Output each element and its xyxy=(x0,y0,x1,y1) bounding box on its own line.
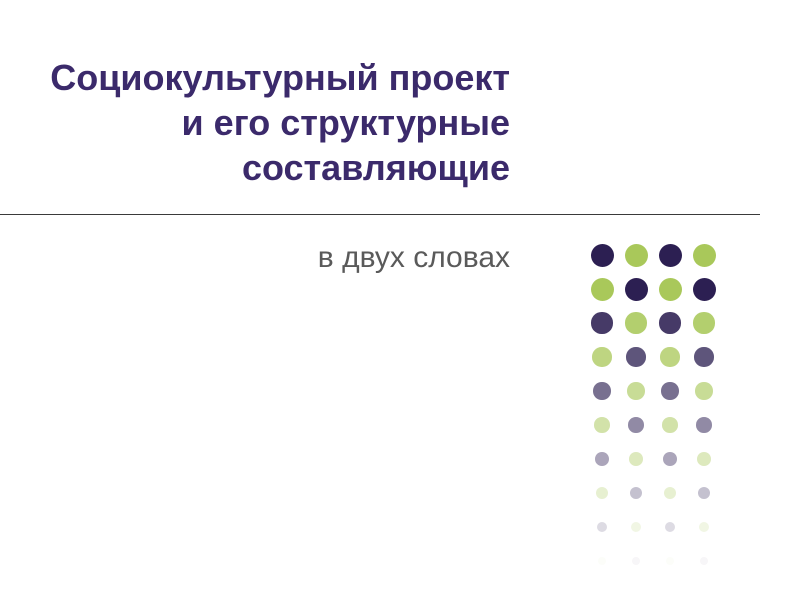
dot-icon xyxy=(596,487,608,499)
dot-icon xyxy=(594,417,610,433)
dot-icon xyxy=(662,417,678,433)
dot-icon xyxy=(625,244,648,267)
dot-icon xyxy=(628,417,644,433)
dot-icon xyxy=(625,278,648,301)
dot-icon xyxy=(659,244,682,267)
dot-icon xyxy=(696,417,712,433)
dot-icon xyxy=(659,312,680,333)
dot-icon xyxy=(625,312,646,333)
dot-icon xyxy=(626,347,645,366)
dot-icon xyxy=(661,382,678,399)
title-line-2: и его структурные xyxy=(40,100,510,145)
dot-icon xyxy=(700,557,708,565)
dot-icon xyxy=(629,452,643,466)
divider-line xyxy=(0,214,760,215)
dot-icon xyxy=(693,244,716,267)
dot-icon xyxy=(663,452,677,466)
dot-icon xyxy=(698,487,710,499)
slide: Социокультурный проект и его структурные… xyxy=(0,0,800,600)
dot-icon xyxy=(593,382,610,399)
dot-icon xyxy=(597,522,607,532)
dot-icon xyxy=(598,557,606,565)
title-line-1: Социокультурный проект xyxy=(40,55,510,100)
dot-icon xyxy=(665,522,675,532)
dot-icon xyxy=(694,347,713,366)
dot-icon xyxy=(592,347,611,366)
dot-icon xyxy=(695,382,712,399)
dot-icon xyxy=(630,487,642,499)
dot-icon xyxy=(632,557,640,565)
title-line-3: составляющие xyxy=(40,145,510,190)
dot-icon xyxy=(660,347,679,366)
dot-icon xyxy=(591,312,612,333)
dot-icon xyxy=(697,452,711,466)
dot-icon xyxy=(591,278,614,301)
slide-title: Социокультурный проект и его структурные… xyxy=(40,55,510,190)
dot-icon xyxy=(664,487,676,499)
dot-icon xyxy=(627,382,644,399)
decorative-dot-grid xyxy=(585,238,721,600)
dot-icon xyxy=(595,452,609,466)
dot-icon xyxy=(591,244,614,267)
dot-icon xyxy=(699,522,709,532)
dot-icon xyxy=(693,278,716,301)
dot-icon xyxy=(666,557,674,565)
slide-subtitle: в двух словах xyxy=(40,240,510,276)
dot-icon xyxy=(693,312,714,333)
dot-icon xyxy=(631,522,641,532)
dot-icon xyxy=(659,278,682,301)
